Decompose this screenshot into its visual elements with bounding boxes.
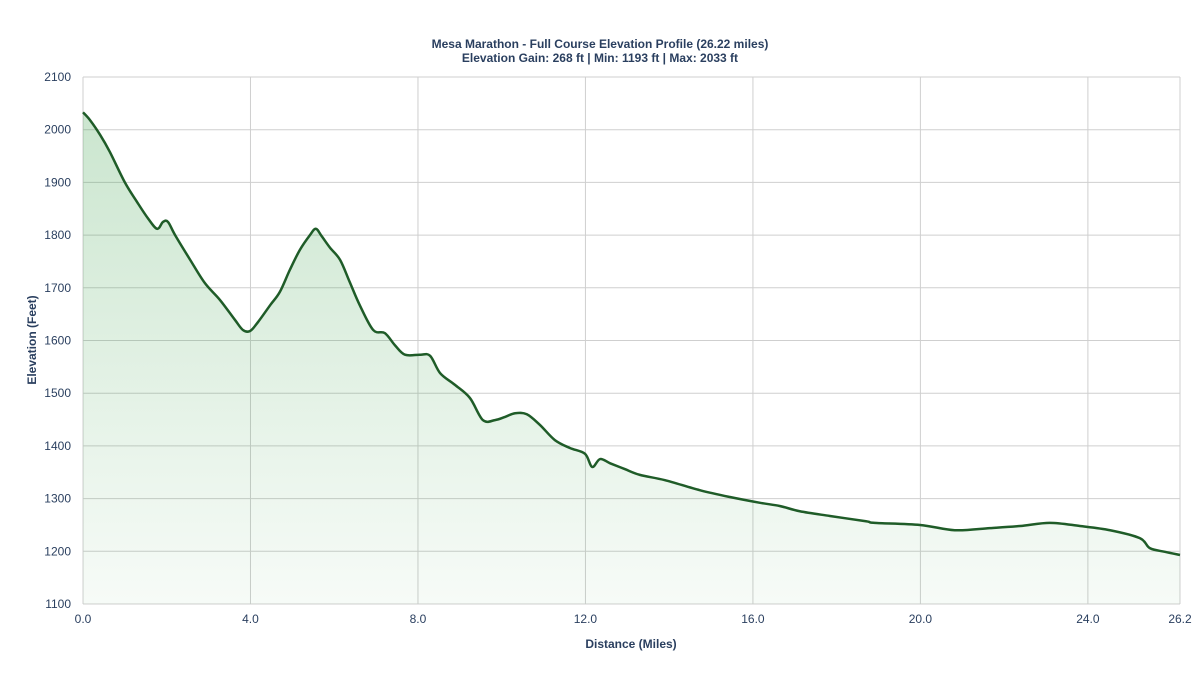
- y-tick-labels: 1100 1200 1300 1400 1500 1600 1700 1800 1900 2000…: [44, 70, 71, 611]
- y-tick-label: 1300: [44, 492, 71, 506]
- x-tick-label: 16.0: [741, 612, 765, 626]
- chart-title: Mesa Marathon - Full Course Elevation Pr…: [432, 37, 769, 51]
- elevation-area-fill: [83, 112, 1180, 605]
- x-tick-label: 24.0: [1076, 612, 1100, 626]
- chart-subtitle: Elevation Gain: 268 ft | Min: 1193 ft | …: [462, 51, 738, 65]
- y-tick-label: 1100: [45, 597, 71, 611]
- y-tick-label: 2000: [44, 123, 71, 137]
- y-tick-label: 1400: [44, 439, 71, 453]
- y-tick-label: 2100: [44, 70, 71, 84]
- y-tick-label: 1600: [44, 334, 71, 348]
- y-tick-label: 1200: [44, 544, 71, 558]
- elevation-line: [82, 111, 1181, 557]
- x-tick-label: 4.0: [242, 612, 259, 626]
- y-tick-label: 1500: [44, 386, 71, 400]
- y-tick-label: 1700: [44, 281, 71, 295]
- x-tick-label: 26.2: [1168, 612, 1192, 626]
- x-tick-label: 20.0: [909, 612, 933, 626]
- x-tick-labels: 0.0 4.0 8.0 12.0 16.0 20.0 24.0 26.2: [75, 612, 1192, 626]
- x-tick-label: 8.0: [410, 612, 427, 626]
- x-axis-label: Distance (Miles): [585, 637, 676, 651]
- x-tick-label: 12.0: [574, 612, 598, 626]
- y-tick-label: 1900: [44, 175, 71, 189]
- y-axis-label: Elevation (Feet): [25, 295, 39, 384]
- y-tick-label: 1800: [44, 228, 71, 242]
- x-tick-label: 0.0: [75, 612, 92, 626]
